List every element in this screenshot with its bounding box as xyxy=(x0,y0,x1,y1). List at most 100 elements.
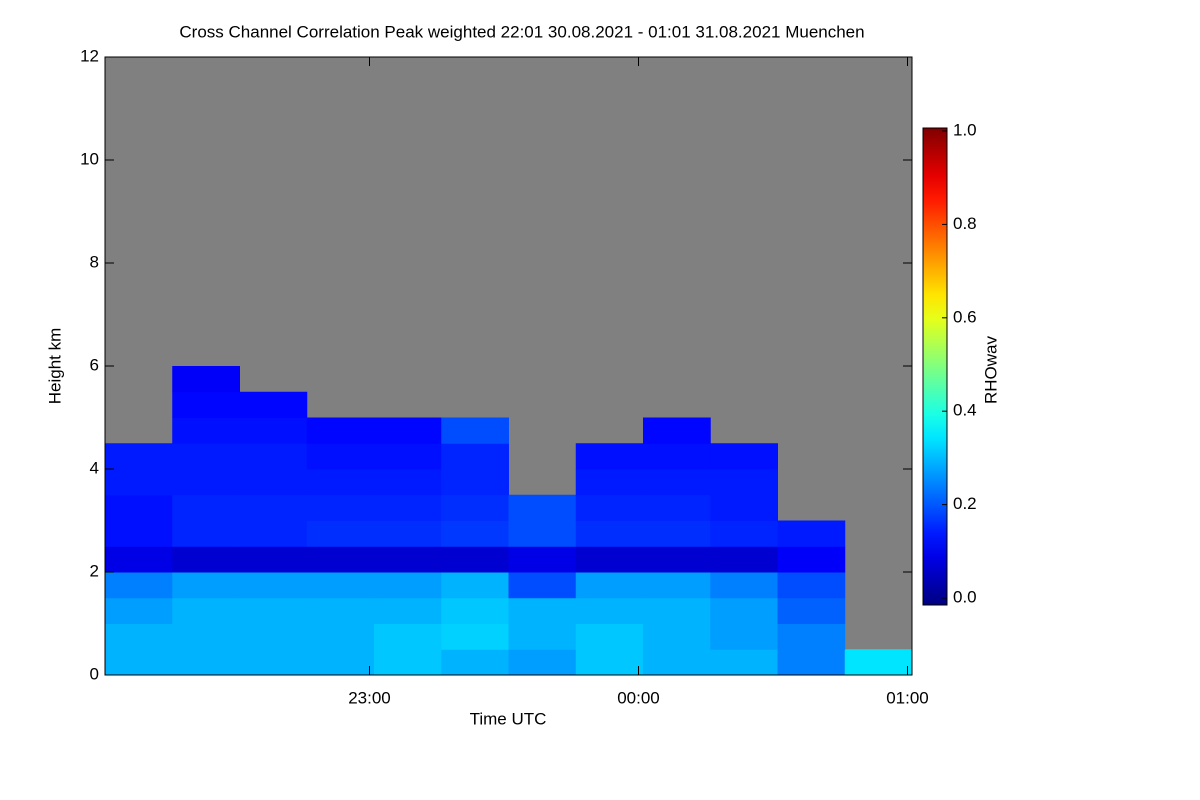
heatmap-cell xyxy=(172,417,240,444)
heatmap-cell xyxy=(306,623,375,650)
x-tick-label: 01:00 xyxy=(886,688,929,707)
heatmap-cell xyxy=(777,623,846,650)
heatmap-cell xyxy=(441,443,509,470)
heatmap-cell xyxy=(239,649,308,676)
heatmap-cell xyxy=(508,597,577,624)
heatmap-cell xyxy=(374,520,442,547)
heatmap-cell xyxy=(441,494,509,521)
heatmap-cell xyxy=(643,623,711,650)
heatmap-cell xyxy=(777,546,846,573)
heatmap-cell xyxy=(374,469,442,496)
x-axis-label: Time UTC xyxy=(470,709,547,728)
heatmap-cell xyxy=(844,649,913,676)
heatmap-cell xyxy=(306,469,375,496)
heatmap-cell xyxy=(643,649,711,676)
heatmap-cell xyxy=(441,623,509,650)
heatmap-cell xyxy=(508,649,577,676)
heatmap-cell xyxy=(777,597,846,624)
heatmap-cell xyxy=(306,520,375,547)
chart-title: Cross Channel Correlation Peak weighted … xyxy=(179,22,864,41)
heatmap-cell xyxy=(172,649,240,676)
heatmap-cell xyxy=(441,520,509,547)
heatmap-cell xyxy=(441,546,509,573)
heatmap-cell xyxy=(239,597,308,624)
heatmap-cell xyxy=(643,520,711,547)
heatmap-cell xyxy=(172,597,240,624)
colorbar-tick-label: 0.4 xyxy=(953,401,977,420)
heatmap-cell xyxy=(374,572,442,599)
heatmap-cell xyxy=(777,520,846,547)
heatmap-cell xyxy=(239,494,308,521)
heatmap-cell xyxy=(575,623,644,650)
heatmap-cell xyxy=(172,494,240,521)
heatmap-cell xyxy=(575,494,644,521)
heatmap-cell xyxy=(172,366,240,393)
heatmap-cell xyxy=(710,443,778,470)
heatmap-cell xyxy=(172,520,240,547)
heatmap-cell xyxy=(239,546,308,573)
heatmap-cell xyxy=(374,417,442,444)
heatmap-cell xyxy=(710,597,778,624)
y-axis-label: Height km xyxy=(45,328,64,405)
colorbar-tick-label: 0.2 xyxy=(953,494,977,513)
heatmap-cell xyxy=(306,494,375,521)
heatmap-cell xyxy=(441,417,509,444)
heatmap-cell xyxy=(306,572,375,599)
heatmap-cell xyxy=(441,597,509,624)
heatmap-cell xyxy=(239,443,308,470)
heatmap-cell xyxy=(306,597,375,624)
heatmap-cell xyxy=(710,469,778,496)
heatmap-cell xyxy=(105,494,173,521)
heatmap-cell xyxy=(643,546,711,573)
heatmap-cell xyxy=(374,443,442,470)
colorbar-tick-label: 0.8 xyxy=(953,214,977,233)
heatmap-cell xyxy=(508,546,577,573)
heatmap-cell xyxy=(643,417,711,444)
heatmap-cell xyxy=(306,417,375,444)
y-tick-label: 8 xyxy=(90,252,99,271)
heatmap-cell xyxy=(105,649,173,676)
heatmap-cell xyxy=(643,443,711,470)
heatmap-cell xyxy=(105,572,173,599)
heatmap-cell xyxy=(105,443,173,470)
y-tick-label: 0 xyxy=(90,664,99,683)
heatmap-cell xyxy=(105,520,173,547)
heatmap-cell xyxy=(508,572,577,599)
y-tick-label: 6 xyxy=(90,355,99,374)
heatmap-cell xyxy=(306,649,375,676)
heatmap-cell xyxy=(172,391,240,418)
colorbar-tick-label: 0.6 xyxy=(953,307,977,326)
x-tick-label: 23:00 xyxy=(348,688,391,707)
heatmap-cell xyxy=(105,546,173,573)
heatmap-cell xyxy=(105,469,173,496)
heatmap-cell xyxy=(643,572,711,599)
heatmap-cell xyxy=(575,546,644,573)
heatmap-cell xyxy=(643,597,711,624)
heatmap-cell xyxy=(306,546,375,573)
colorbar xyxy=(922,127,948,606)
heatmap-cell xyxy=(508,494,577,521)
heatmap-cell xyxy=(374,649,442,676)
heatmap-cell xyxy=(172,443,240,470)
heatmap-cell xyxy=(575,597,644,624)
heatmap-cell xyxy=(710,623,778,650)
heatmap-cell xyxy=(239,391,308,418)
heatmap-cell xyxy=(575,572,644,599)
heatmap-cell xyxy=(239,572,308,599)
heatmap-cell xyxy=(306,443,375,470)
colorbar-label: RHOwav xyxy=(981,335,1000,404)
heatmap-cell xyxy=(643,494,711,521)
x-tick-label: 00:00 xyxy=(617,688,660,707)
heatmap-cell xyxy=(710,520,778,547)
colorbar-tick-label: 1.0 xyxy=(953,120,977,139)
heatmap-cell xyxy=(710,572,778,599)
heatmap-cell xyxy=(575,649,644,676)
heatmap-cell xyxy=(105,623,173,650)
heatmap-cell xyxy=(508,623,577,650)
heatmap-cell xyxy=(105,597,173,624)
heatmap-cell xyxy=(374,623,442,650)
heatmap-cell xyxy=(441,469,509,496)
heatmap-cell xyxy=(172,572,240,599)
colorbar-tick-label: 0.0 xyxy=(953,587,977,606)
